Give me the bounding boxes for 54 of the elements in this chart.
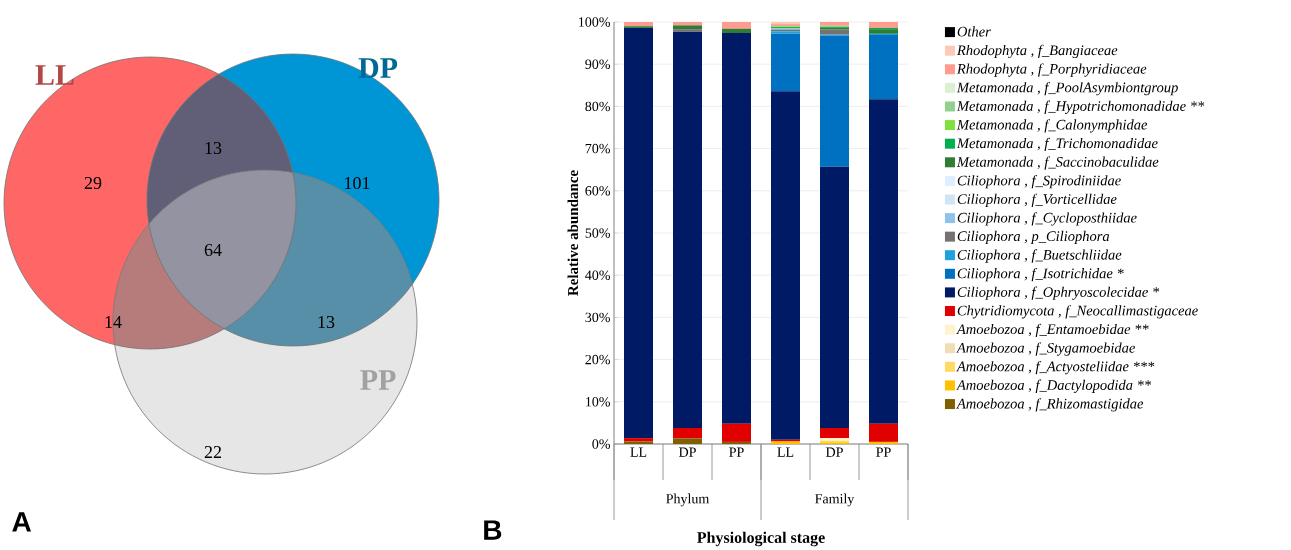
legend-label: Amoebozoa , f_Dactylopodida ** (956, 379, 1152, 393)
y-tick-label: 60% (585, 186, 610, 196)
text: Phylum (666, 493, 710, 507)
legend-label: Ciliophora , f_Buetschliidae (957, 249, 1122, 263)
legend-label: Chytridiomycota , f_Neocallimastigaceae (957, 305, 1198, 319)
legend-label: Metamonada , f_Calonymphidae (956, 119, 1148, 133)
category-label: DP (358, 58, 398, 78)
text: 13 (318, 315, 335, 329)
legend-label: Ciliophora , f_Cycloposthiidae (957, 212, 1137, 226)
y-tick-label: 70% (585, 143, 610, 154)
text: 14 (105, 316, 122, 328)
legend-label: Other (957, 26, 991, 37)
legend-label: Metamonada , f_PoolAsymbiontgroup (956, 82, 1178, 96)
x-tick-label: PP (729, 447, 744, 457)
x-axis-title: Physiological stage (697, 531, 825, 547)
legend-label: Ciliophora , f_Ophryoscolecidae * (957, 286, 1160, 300)
y-tick-label: 50% (585, 228, 610, 238)
y-tick-label: 30% (585, 312, 610, 323)
y-tick-label: 100% (579, 17, 610, 27)
text: Family (815, 493, 855, 507)
x-tick-label: DP (678, 447, 696, 457)
x-tick-label: PP (876, 447, 891, 457)
y-tick-label: 40% (585, 270, 610, 280)
text: 101 (345, 176, 370, 190)
x-tick-label: LL (630, 447, 647, 457)
legend-label: Rhodophyta , f_Porphyridiaceae (956, 63, 1147, 77)
legend-label: Ciliophora , f_Isotrichidae * (957, 267, 1124, 282)
legend-label: Amoebozoa , f_Entamoebidae ** (956, 323, 1149, 338)
category-label: PP (360, 370, 396, 390)
text: A (12, 512, 32, 532)
legend-label: Amoebozoa , f_Stygamoebidae (956, 342, 1136, 356)
x-tick-label: DP (825, 447, 843, 457)
text: 64 (204, 243, 222, 257)
text: 22 (204, 446, 222, 458)
x-tick-label: LL (777, 447, 794, 457)
y-tick-label: 80% (585, 101, 610, 112)
legend-label: Metamonada , f_Trichomonadidae (956, 137, 1158, 152)
legend-label: Metamonada , f_Saccinobaculidae (956, 156, 1159, 170)
legend-label: Amoebozoa , f_Actyosteliidae *** (956, 360, 1155, 375)
y-tick-label: 90% (585, 59, 610, 69)
text: 29 (84, 176, 102, 190)
text: B (484, 520, 502, 540)
text: 13 (205, 141, 222, 155)
legend-label: Amoebozoa , f_Rhizomastigidae (956, 398, 1144, 412)
legend-label: Metamonada , f_Hypotrichomonadidae ** (956, 100, 1205, 114)
y-axis-title: Relative abundance (567, 170, 579, 296)
legend-label: Ciliophora , f_Vorticellidae (957, 193, 1117, 207)
legend-label: Ciliophora , p_Ciliophora (957, 230, 1110, 245)
y-tick-label: 10% (586, 397, 610, 407)
legend-label: Rhodophyta , f_Bangiaceae (956, 44, 1118, 59)
y-tick-label: 20% (585, 354, 610, 365)
y-tick-label: 0% (592, 439, 610, 449)
category-label: LL (35, 65, 74, 85)
legend-label: Ciliophora , f_Spirodiniidae (957, 175, 1121, 189)
